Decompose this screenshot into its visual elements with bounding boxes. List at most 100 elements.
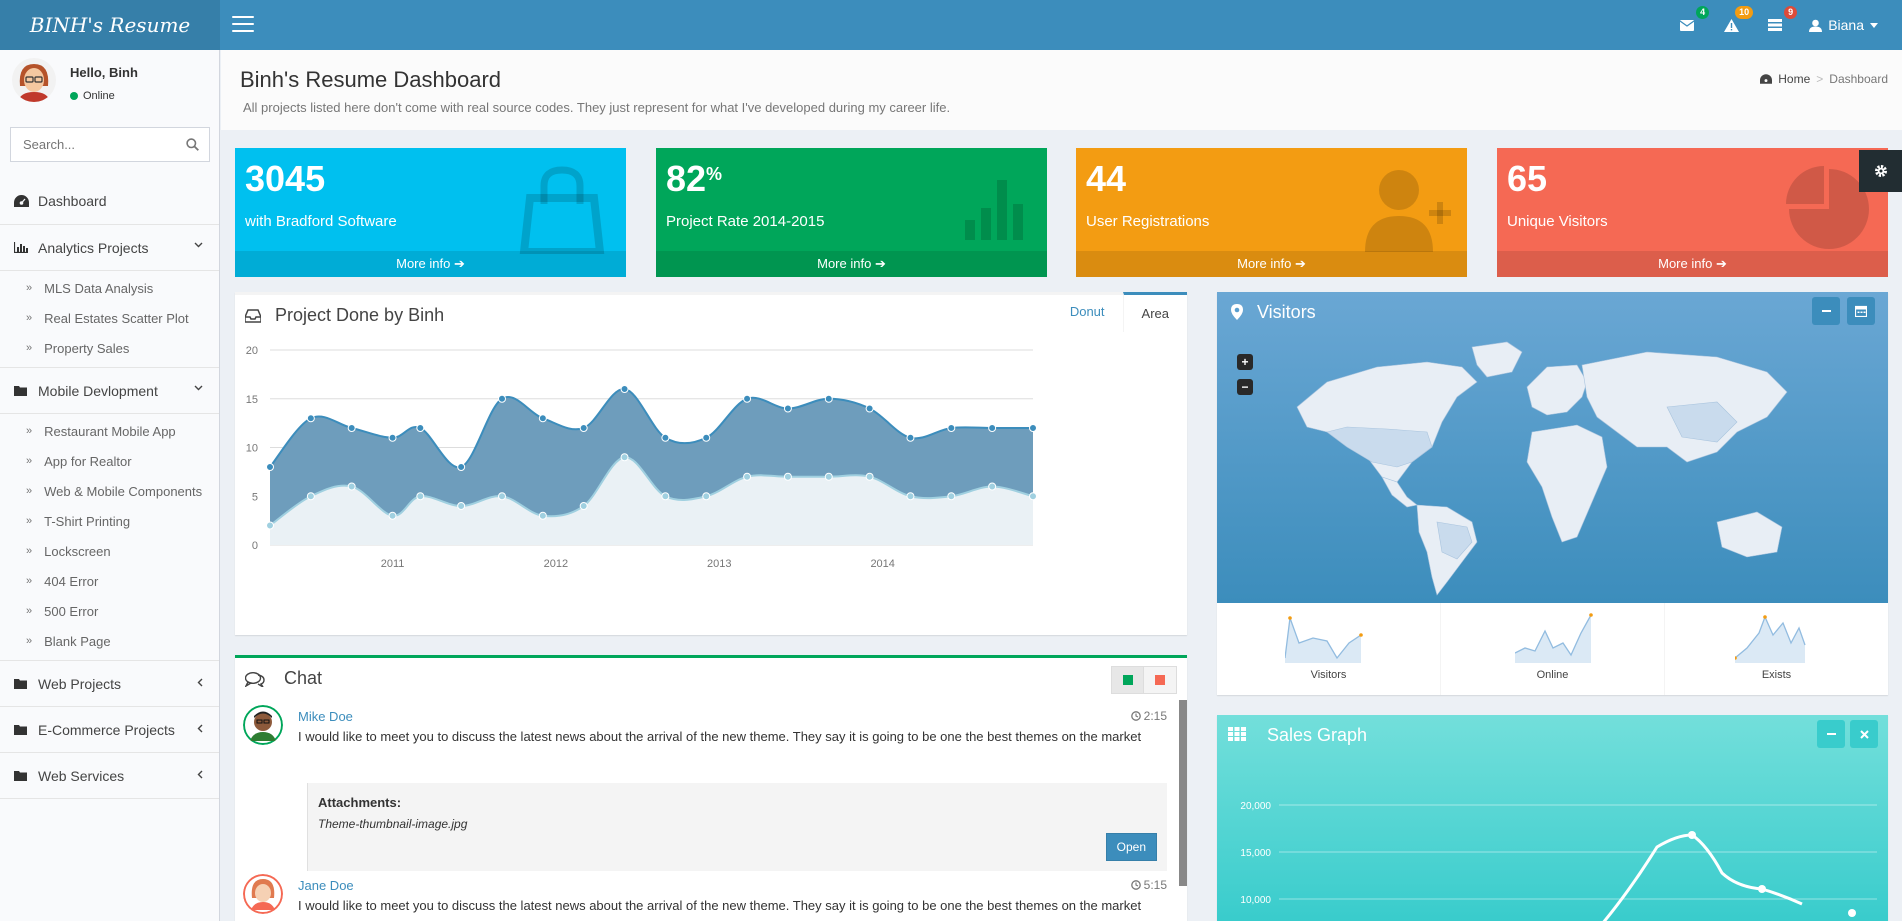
sidebar-search	[10, 127, 210, 162]
online-status: Online	[70, 90, 115, 102]
data-point	[1029, 492, 1037, 501]
sidebar-subitem-500[interactable]: » 500 Error	[0, 596, 219, 626]
breadcrumb-separator: >	[1816, 72, 1824, 86]
sidebar-item-web[interactable]: Web Projects	[0, 661, 219, 707]
sidebar-toggle-button[interactable]	[232, 16, 254, 34]
attachment-heading: Attachments:	[318, 795, 402, 810]
sidebar-subitem-tshirt[interactable]: » T-Shirt Printing	[0, 506, 219, 536]
status-red-button[interactable]	[1144, 667, 1176, 693]
data-point	[306, 492, 315, 501]
sidebar-subitem-scatter[interactable]: » Real Estates Scatter Plot	[0, 303, 219, 333]
sidebar-item-services[interactable]: Web Services	[0, 753, 219, 799]
more-info-link[interactable]: More info ➔	[656, 251, 1047, 277]
stat-value: 44	[1086, 158, 1127, 199]
double-angle-right-icon: »	[26, 515, 33, 527]
double-angle-right-icon: »	[26, 282, 33, 294]
calendar-button[interactable]	[1847, 297, 1875, 325]
search-icon[interactable]	[186, 138, 199, 151]
search-input[interactable]	[11, 128, 171, 161]
data-point	[498, 492, 507, 501]
data-point	[988, 424, 997, 432]
more-info-link[interactable]: More info ➔	[1497, 251, 1888, 277]
data-point	[416, 492, 425, 501]
map-usa	[1326, 426, 1433, 468]
panel-title: Sales Graph	[1267, 725, 1368, 745]
attachment-filename[interactable]: Theme-thumbnail-image.jpg	[318, 817, 468, 831]
data-point	[457, 463, 466, 471]
data-point	[538, 511, 547, 520]
sales-graph-panel: Sales Graph 20,000 15,000 10,000	[1217, 715, 1888, 921]
status-green-button[interactable]	[1112, 667, 1144, 693]
y-tick-label: 0	[252, 540, 258, 552]
sales-point	[1848, 909, 1856, 917]
app-logo[interactable]: BINH's Resume	[0, 0, 220, 50]
sidebar-subitem-label: App for Realtor	[44, 453, 132, 469]
control-sidebar-toggle[interactable]	[1859, 150, 1902, 192]
sidebar-item-label: Web Services	[38, 767, 125, 784]
map-greenland	[1471, 341, 1523, 378]
messages-menu[interactable]: 4	[1677, 6, 1710, 35]
sidebar-subitem-label: Web & Mobile Components	[44, 483, 203, 499]
close-button[interactable]	[1850, 720, 1878, 748]
gear-icon	[1874, 165, 1887, 177]
breadcrumb-home[interactable]: Home	[1778, 72, 1811, 86]
sidebar-subitem-property-sales[interactable]: » Property Sales	[0, 333, 219, 363]
more-info-link[interactable]: More info ➔	[235, 251, 626, 277]
sidebar-item-ecommerce[interactable]: E-Commerce Projects	[0, 707, 219, 753]
chat-scrollbar[interactable]	[1179, 700, 1187, 886]
sidebar-item-dashboard[interactable]: Dashboard	[0, 178, 219, 225]
stat-box-bradford: 3045 with Bradford Software More info ➔	[235, 148, 626, 277]
stat-value: 65	[1507, 158, 1548, 199]
sidebar: Hello, Binh Online Dashboard Analytics P…	[0, 50, 220, 921]
open-attachment-button[interactable]: Open	[1105, 833, 1157, 861]
sparkline-label: Exists	[1761, 669, 1792, 681]
tasks-menu[interactable]: 9	[1765, 6, 1798, 35]
collapse-button[interactable]	[1812, 297, 1840, 325]
chat-attachment: Attachments: Theme-thumbnail-image.jpg O…	[307, 783, 1167, 871]
visitors-panel: Visitors + − Visitors	[1217, 292, 1888, 695]
arrow-circle-right-icon: ➔	[1715, 256, 1727, 271]
user-name: Biana	[1828, 17, 1864, 33]
double-angle-right-icon: »	[26, 605, 33, 617]
data-point	[865, 404, 874, 413]
minus-icon	[1821, 310, 1831, 312]
top-navbar: BINH's Resume 4 10 9 Biana	[0, 0, 1902, 50]
greeting: Hello, Binh	[70, 65, 138, 80]
sidebar-subitem-blank[interactable]: » Blank Page	[0, 626, 219, 656]
data-point	[620, 453, 629, 462]
avatar	[243, 705, 283, 745]
data-point	[416, 424, 425, 432]
sidebar-item-label: Mobile Devlopment	[38, 382, 158, 399]
map-zoom-out-button[interactable]: −	[1237, 379, 1253, 395]
sidebar-subitem-label: Restaurant Mobile App	[44, 423, 176, 439]
bag-icon	[519, 166, 605, 254]
content-header: Binh's Resume Dashboard All projects lis…	[221, 50, 1902, 130]
y-tick-label: 20	[246, 345, 258, 357]
sidebar-subitem-lockscreen[interactable]: » Lockscreen	[0, 536, 219, 566]
user-menu[interactable]: Biana	[1809, 17, 1878, 33]
sidebar-subitem-components[interactable]: » Web & Mobile Components	[0, 476, 219, 506]
collapse-button[interactable]	[1817, 720, 1845, 748]
map-zoom-in-button[interactable]: +	[1237, 354, 1253, 370]
close-icon	[1859, 729, 1869, 739]
chat-author[interactable]: Jane Doe	[298, 878, 354, 893]
sidebar-subitem-restaurant[interactable]: » Restaurant Mobile App	[0, 416, 219, 446]
more-info-link[interactable]: More info ➔	[1076, 251, 1467, 277]
project-chart-panel: Project Done by Binh Donut Area 0 5 10 15 20…	[235, 292, 1187, 635]
sidebar-item-mobile[interactable]: Mobile Devlopment	[0, 368, 219, 414]
chat-author[interactable]: Mike Doe	[298, 709, 353, 724]
sidebar-subitem-realtor[interactable]: » App for Realtor	[0, 446, 219, 476]
world-map[interactable]	[1287, 337, 1817, 597]
alerts-menu[interactable]: 10	[1721, 6, 1754, 35]
comments-icon	[245, 672, 265, 687]
tab-donut[interactable]: Donut	[1069, 304, 1105, 319]
sidebar-item-analytics[interactable]: Analytics Projects	[0, 225, 219, 271]
sidebar-subitem-404[interactable]: » 404 Error	[0, 566, 219, 596]
alerts-badge: 10	[1735, 6, 1754, 19]
tab-area[interactable]: Area	[1122, 292, 1187, 332]
status-label: Online	[83, 90, 115, 102]
data-point	[266, 521, 274, 530]
area-chart: 0 5 10 15 20 2011 2012 2013 2014	[246, 345, 1037, 570]
sidebar-subitem-mls[interactable]: » MLS Data Analysis	[0, 273, 219, 303]
sales-y-tick: 15,000	[1240, 848, 1271, 859]
